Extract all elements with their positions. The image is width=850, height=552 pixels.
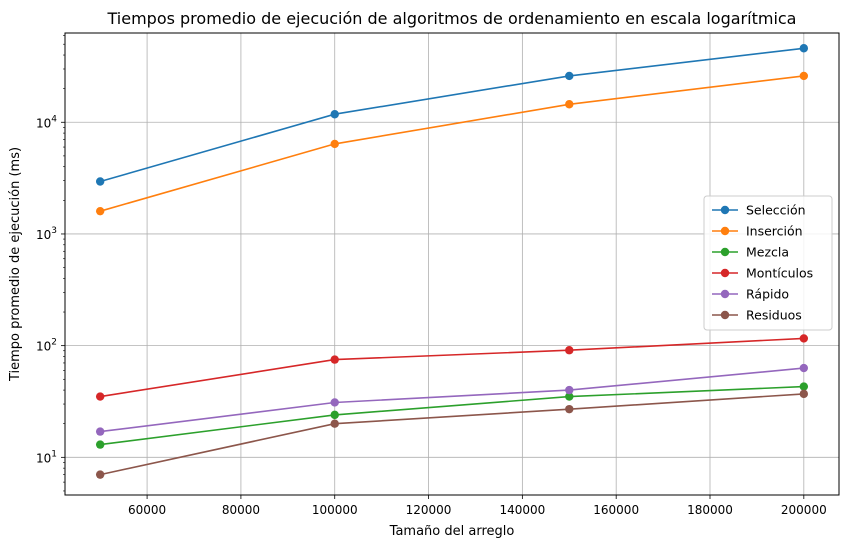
data-point [330, 355, 339, 364]
series-line [100, 385, 804, 446]
data-point [799, 334, 809, 343]
y-axis-ticks: 101 102 103 104 [36, 35, 65, 492]
series-line [99, 47, 804, 183]
legend-item: Residuos [712, 308, 802, 323]
x-tick-label: 80000 [222, 503, 260, 517]
series-rapido [95, 363, 809, 436]
legend-box [703, 195, 833, 331]
series-mezcla [95, 382, 809, 449]
series-monticulos [95, 334, 809, 401]
legend-marker [720, 289, 730, 299]
x-tick-label: 120000 [406, 503, 452, 517]
legend-marker [720, 268, 730, 278]
x-tick-label: 140000 [499, 503, 545, 517]
x-tick-label: 100000 [312, 503, 358, 517]
data-point [95, 206, 105, 216]
legend-label: Residuos [746, 308, 802, 323]
data-point [565, 392, 574, 401]
y-tick-label: 103 [36, 226, 57, 242]
legend: Selección Inserción Mezcla Montículos Rápido… [703, 195, 833, 331]
series-line [100, 393, 804, 476]
legend-item: Montículos [712, 266, 813, 281]
legend-label: Selección [746, 203, 806, 218]
data-point [95, 440, 105, 449]
data-point [565, 404, 574, 414]
data-point [565, 385, 574, 395]
data-point [95, 427, 105, 436]
legend-marker [720, 247, 730, 257]
data-point [330, 139, 339, 149]
legend-label: Mezcla [746, 245, 789, 260]
data-point [799, 71, 809, 81]
y-axis-label: Tiempo promedio de ejecución (ms) [8, 147, 23, 382]
series-line [100, 367, 804, 433]
data-point [330, 110, 339, 119]
data-point [799, 363, 809, 373]
legend-label: Rápido [746, 287, 789, 302]
x-tick-label: 180000 [687, 503, 733, 517]
series-residuos [95, 389, 809, 479]
series-insercion [95, 71, 809, 216]
legend-item: Inserción [712, 224, 803, 239]
series-seleccion [95, 44, 809, 186]
plot-frame [64, 32, 840, 496]
x-tick-label: 160000 [593, 503, 639, 517]
data-point [95, 470, 105, 479]
y-tick-label: 101 [36, 449, 57, 465]
data-point [95, 177, 105, 186]
legend-marker [720, 205, 730, 215]
legend-marker [720, 310, 730, 320]
x-tick-label: 60000 [128, 503, 166, 517]
data-point [565, 100, 574, 109]
data-point [330, 398, 339, 407]
data-point [799, 44, 809, 53]
grid-lines [65, 33, 839, 495]
data-point [565, 346, 574, 355]
data-point [799, 389, 809, 399]
series-line [99, 75, 804, 212]
x-axis-label: Tamaño del arreglo [389, 524, 515, 539]
data-point [330, 410, 339, 420]
legend-item: Mezcla [712, 245, 789, 260]
data-point [330, 419, 339, 428]
chart-title: Tiempos promedio de ejecución de algorit… [107, 9, 797, 28]
data-point [799, 382, 809, 391]
series-line [100, 337, 804, 398]
legend-label: Montículos [746, 266, 813, 281]
data-point [565, 71, 574, 81]
legend-item: Rápido [712, 287, 789, 302]
series-layer [95, 44, 809, 479]
data-point [95, 392, 105, 401]
legend-label: Inserción [746, 224, 803, 239]
x-tick-label: 200000 [781, 503, 827, 517]
y-tick-label: 104 [36, 114, 57, 130]
legend-marker [720, 226, 730, 236]
legend-item: Selección [712, 203, 806, 218]
x-axis-ticks: 60000 80000 100000 120000 140000 160000 180000… [128, 495, 827, 517]
y-tick-label: 102 [36, 338, 57, 354]
